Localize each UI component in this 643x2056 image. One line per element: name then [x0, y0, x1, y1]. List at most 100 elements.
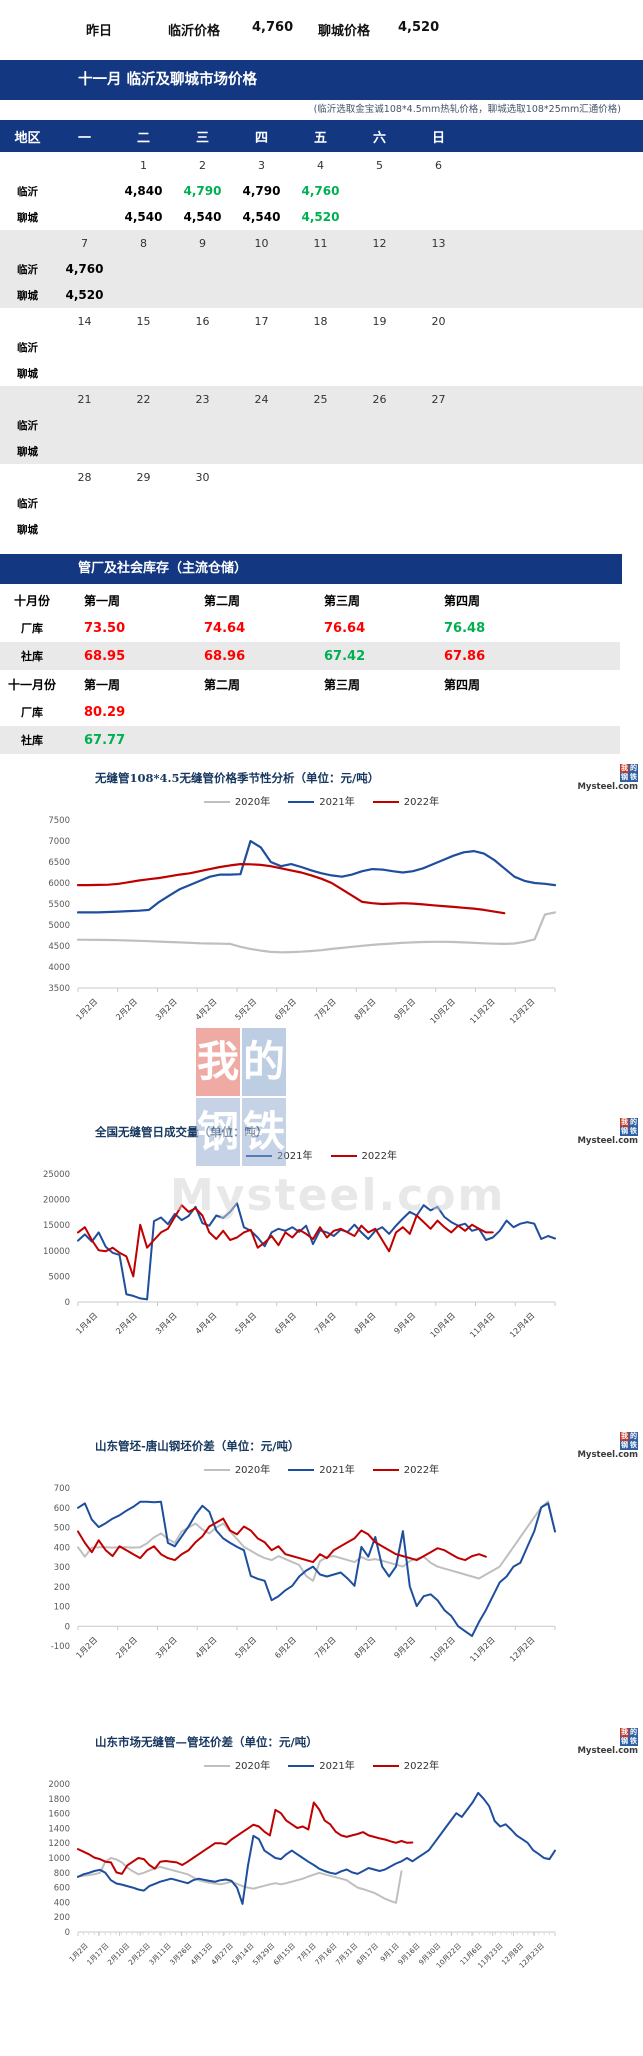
calendar-price-cell: 4,760 [65, 262, 104, 276]
x-tick-label: 12月4日 [508, 1311, 536, 1339]
y-tick-label: 800 [54, 1869, 70, 1879]
calendar-date-cell: 3 [258, 158, 265, 172]
inventory-week-header: 第一周 [84, 593, 121, 608]
calendar-date-cell: 19 [372, 314, 387, 328]
mysteel-logo-text: Mysteel.com [577, 1450, 638, 1460]
y-tick-label: 25000 [43, 1170, 70, 1180]
inventory-value-row: 厂库 80.29 [0, 698, 620, 726]
legend-swatch [203, 1764, 230, 1768]
y-tick-label: 0 [65, 1622, 70, 1632]
mysteel-logo-glyph: 钢 [620, 1441, 629, 1450]
x-tick-label: 8月2日 [353, 1635, 378, 1660]
weekday-header-row: 地区一二三四五六日 [0, 120, 643, 152]
inventory-value-cell: 76.64 [324, 620, 366, 636]
calendar-date-cell: 29 [136, 470, 151, 484]
legend-label: 2022年 [403, 1465, 440, 1476]
mysteel-logo-blocks: 我的钢铁 [620, 1118, 638, 1136]
legend-swatch [330, 1154, 357, 1158]
series-line-2020年 [77, 1500, 556, 1582]
calendar-price-cell [114, 334, 173, 360]
weekday-header-cell: 三 [173, 120, 232, 152]
calendar-price-cell [114, 438, 173, 464]
mysteel-logo-glyph: 铁 [629, 1441, 638, 1450]
calendar-price-row: 临沂 4,840 4,790 4,790 4,760 [0, 178, 643, 204]
calendar-date-cell: 8 [140, 236, 147, 250]
calendar-price-cell: 4,540 [242, 210, 281, 224]
calendar-price-row: 聊城 4,520 [0, 282, 643, 308]
calendar-price-row: 聊城 [0, 438, 643, 464]
inventory-row-label: 厂库 [21, 706, 43, 719]
x-tick-label: 3月2日 [154, 997, 179, 1022]
price-note: (临沂选取金宝诚108*4.5mm热轧价格，聊城选取108*25mm汇通价格) [313, 104, 621, 115]
legend-swatch [203, 800, 230, 804]
inventory-filler [544, 614, 620, 642]
inventory-week-header: 第四周 [444, 593, 481, 608]
x-tick-label: 9月2日 [392, 997, 417, 1022]
x-tick-label: 3月4日 [154, 1311, 179, 1336]
x-tick-label: 10月2日 [429, 1635, 457, 1663]
calendar-filler [468, 516, 643, 542]
calendar-dates-row: 28 29 30 [0, 464, 643, 490]
x-tick-label: 9月4日 [392, 1311, 417, 1336]
inventory-section-title: 管厂及社会库存（主流仓储） [78, 561, 248, 576]
inventory-week-header: 第三周 [324, 593, 361, 608]
calendar-filler [468, 412, 643, 438]
calendar-date-cell: 25 [313, 392, 328, 406]
inventory-week-header: 第三周 [324, 677, 361, 692]
calendar-price-cell [232, 438, 291, 464]
chart-canvas: 02004006008001000120014001600180020001月2… [48, 1780, 556, 1970]
calendar-row-label: 聊城 [17, 445, 38, 458]
calendar-price-cell: 4,520 [301, 210, 340, 224]
series-line-2020年 [77, 1857, 403, 1904]
chart-canvas: -100 0 100 200 300 400 500 600 700 1月2日 2月2日 3月2日 4月… [51, 1484, 556, 1664]
chart-legend: 2020年 2021年 2022年 [0, 1461, 643, 1476]
mysteel-logo-glyph: 铁 [629, 1127, 638, 1136]
x-tick-label: 4月2日 [194, 997, 219, 1022]
x-tick-label: 6月4日 [273, 1311, 298, 1336]
x-tick-label: 11月2日 [468, 1635, 496, 1663]
y-tick-label: 400 [54, 1898, 70, 1908]
y-tick-label: -100 [51, 1642, 70, 1652]
calendar-price-cell [350, 490, 409, 516]
calendar-date-cell: 20 [431, 314, 446, 328]
y-tick-label: 1200 [48, 1839, 70, 1849]
series-line-2021年 [77, 1202, 556, 1301]
legend-item: 2022年 [372, 1757, 439, 1772]
legend-label: 2021年 [319, 1761, 355, 1772]
x-tick-label: 1月2日 [74, 1635, 99, 1660]
mysteel-logo-glyph: 的 [629, 1118, 638, 1127]
y-tick-label: 3500 [48, 984, 70, 994]
mysteel-logo-glyph: 我 [620, 1118, 629, 1127]
calendar-date-cell [55, 152, 114, 178]
linyi-price-label: 临沂价格 [168, 24, 221, 39]
legend-label: 2022年 [403, 797, 440, 808]
legend-item: 2020年 [203, 1757, 270, 1772]
calendar-dates-row: 7 8 9 10 11 12 13 [0, 230, 643, 256]
calendar-price-cell [350, 256, 409, 282]
y-tick-label: 1800 [48, 1795, 70, 1805]
calendar-dates-row: 21 22 23 24 25 26 27 [0, 386, 643, 412]
calendar-date-cell [409, 464, 468, 490]
calendar-price-cell [232, 490, 291, 516]
x-tick-label: 5月2日 [233, 1635, 258, 1660]
mysteel-logo-glyph: 铁 [629, 1737, 638, 1746]
calendar-price-cell [409, 490, 468, 516]
inventory-month-row: 十月份 第一周 第二周 第三周 第四周 [0, 586, 620, 614]
calendar-price-cell [291, 490, 350, 516]
chart-canvas: 0 5000 10000 15000 20000 25000 1月4日 2月4日 3月4日 4月4… [43, 1170, 556, 1340]
calendar-date-cell: 2 [199, 158, 206, 172]
inventory-filler [544, 726, 620, 754]
calendar-price-cell [350, 334, 409, 360]
x-tick-label: 4月2日 [194, 1635, 219, 1660]
legend-item: 2020年 [203, 793, 270, 808]
mysteel-logo-glyph: 钢 [620, 773, 629, 782]
series-line-2022年 [77, 1517, 487, 1564]
calendar-date-cell: 17 [254, 314, 269, 328]
calendar-price-cell [350, 516, 409, 542]
mysteel-logo-glyph: 的 [629, 1432, 638, 1441]
calendar-price-cell [173, 438, 232, 464]
legend-swatch [288, 1764, 315, 1768]
inventory-value-cell: 67.86 [444, 648, 486, 664]
inventory-value-row: 社库 68.95 68.96 67.42 67.86 [0, 642, 620, 670]
calendar-price-cell [291, 334, 350, 360]
